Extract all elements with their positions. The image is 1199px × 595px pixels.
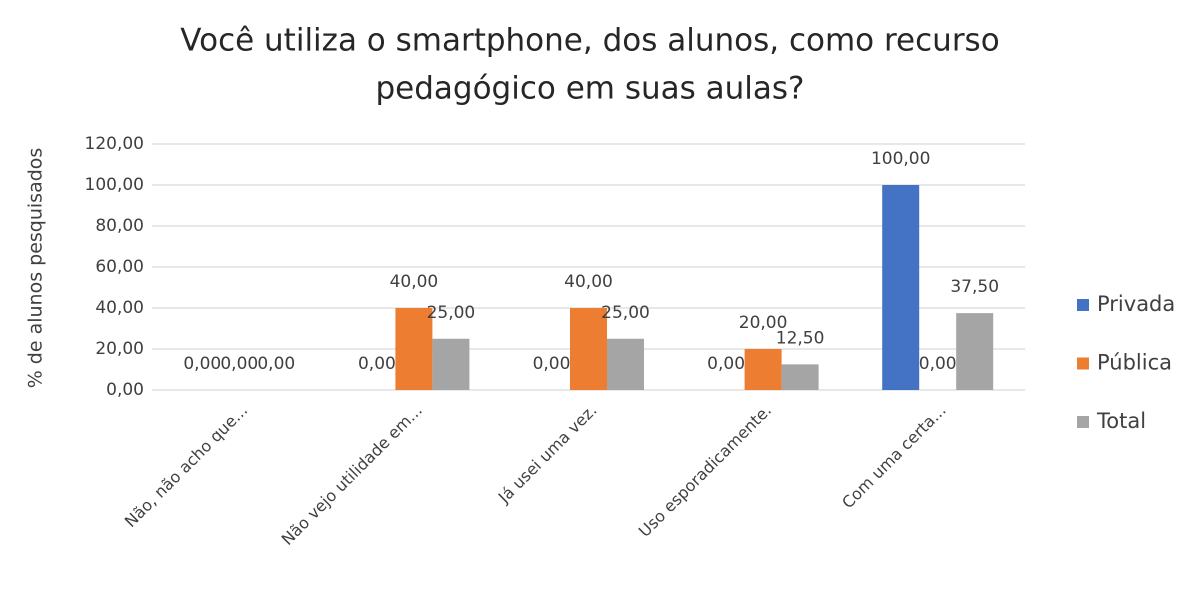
- bar: [956, 313, 994, 390]
- value-label: 0,00: [183, 354, 221, 374]
- value-label: 0,00: [533, 354, 571, 374]
- legend-swatch: [1077, 357, 1089, 370]
- value-label: 0,00: [220, 354, 258, 374]
- value-label: 0,00: [919, 354, 957, 374]
- chart-title: Você utiliza o smartphone, dos alunos, c…: [180, 23, 999, 59]
- bar: [744, 349, 782, 390]
- legend-label: Privada: [1097, 292, 1175, 316]
- bar: [570, 308, 607, 390]
- value-label: 20,00: [739, 313, 788, 333]
- value-label: 0,00: [358, 354, 396, 374]
- y-tick-label: 120,00: [85, 134, 144, 154]
- x-tick-label: Já usei uma vez.: [494, 401, 601, 508]
- bar: [607, 338, 644, 390]
- x-tick-label: Com uma certa...: [838, 401, 950, 513]
- legend-label: Total: [1096, 409, 1146, 433]
- x-tick-label: Uso esporadicamente.: [635, 401, 775, 541]
- legend-label: Pública: [1097, 351, 1172, 375]
- value-label: 40,00: [564, 272, 613, 292]
- legend-swatch: [1077, 299, 1089, 311]
- value-label: 0,00: [707, 354, 745, 374]
- bar: [395, 308, 433, 390]
- x-tick-label: Não vejo utilidade em...: [278, 401, 426, 549]
- y-tick-label: 20,00: [95, 339, 144, 359]
- bar: [781, 364, 819, 390]
- value-label: 25,00: [427, 303, 476, 323]
- value-label: 12,50: [776, 328, 825, 348]
- y-tick-label: 60,00: [95, 257, 144, 277]
- bar: [432, 338, 470, 390]
- value-label: 40,00: [390, 272, 439, 292]
- bar: [882, 185, 920, 390]
- y-axis-label: % de alunos pesquisados: [25, 148, 47, 389]
- chart-title: pedagógico em suas aulas?: [375, 71, 804, 107]
- value-label: 100,00: [871, 149, 930, 169]
- legend-swatch: [1077, 416, 1089, 428]
- value-label: 25,00: [601, 303, 650, 323]
- x-tick-label: Não, não acho que...: [121, 401, 252, 532]
- value-label: 0,00: [257, 354, 295, 374]
- value-label: 37,50: [950, 277, 999, 297]
- y-tick-label: 0,00: [106, 380, 144, 400]
- y-tick-label: 80,00: [95, 216, 144, 236]
- y-tick-label: 40,00: [95, 298, 144, 318]
- y-tick-label: 100,00: [85, 175, 144, 195]
